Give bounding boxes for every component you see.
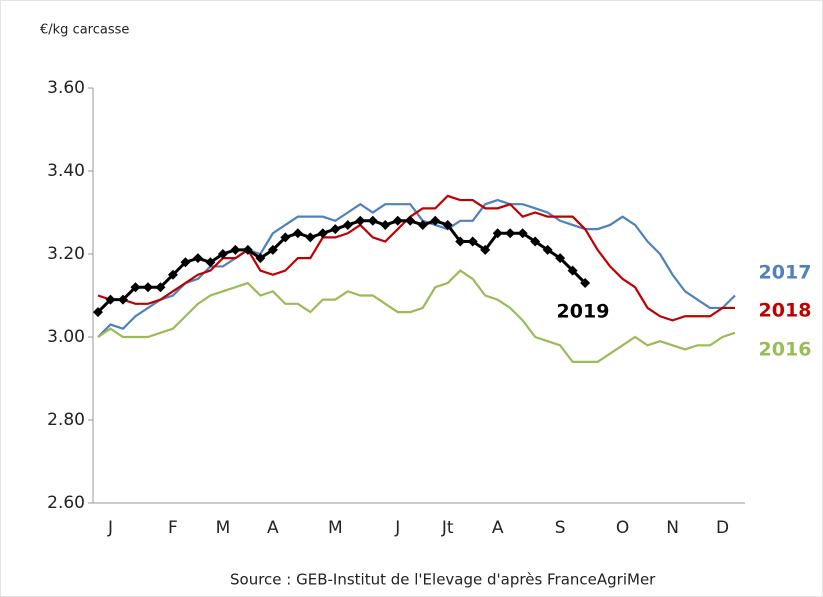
y-tick-label: 2.80 — [47, 410, 85, 430]
data-point — [442, 219, 453, 230]
series-line — [96, 219, 587, 314]
data-point — [105, 294, 116, 305]
data-point — [117, 294, 128, 305]
data-point — [280, 232, 291, 243]
data-point — [405, 215, 416, 226]
data-point — [492, 228, 503, 239]
data-point — [305, 232, 316, 243]
data-point — [430, 215, 441, 226]
data-point — [130, 282, 141, 293]
x-tick-label: N — [666, 518, 679, 538]
x-tick-label: S — [555, 518, 566, 538]
y-axis-label: €/kg carcasse — [40, 23, 129, 38]
x-tick-label: A — [492, 518, 504, 538]
y-tick-label: 3.40 — [47, 161, 85, 181]
data-point — [555, 253, 566, 264]
data-point — [330, 224, 341, 235]
source: Source : GEB-Institut de l'Elevage d'apr… — [230, 571, 656, 589]
x-tick-label: M — [216, 518, 231, 538]
data-point — [192, 253, 203, 264]
x-tick-label: M — [328, 518, 343, 538]
x-tick-label: D — [716, 518, 729, 538]
data-point — [367, 215, 378, 226]
series-label: 2016 — [759, 339, 812, 361]
data-point — [480, 244, 491, 255]
series-line — [97, 194, 735, 322]
x-tick-label: J — [394, 518, 400, 538]
y-tick-label: 2.60 — [47, 493, 85, 513]
y-tick-label: 3.60 — [47, 78, 85, 98]
data-point — [530, 236, 541, 247]
y-tick-label: 3.20 — [47, 244, 85, 264]
series-label: 2018 — [759, 300, 812, 322]
series-label: 2017 — [759, 262, 812, 284]
data-point — [580, 278, 591, 289]
data-point — [392, 215, 403, 226]
data-point — [380, 219, 391, 230]
data-point — [242, 244, 253, 255]
y-tick-label: 3.00 — [47, 327, 85, 347]
data-point — [517, 228, 528, 239]
data-point — [342, 219, 353, 230]
data-point — [155, 282, 166, 293]
data-point — [217, 249, 228, 259]
data-point — [542, 244, 553, 255]
series-line — [97, 269, 736, 363]
x-tick-label: Jt — [441, 518, 454, 538]
data-point — [567, 265, 578, 276]
series-label: 2019 — [557, 301, 610, 323]
x-tick-label: J — [107, 518, 113, 538]
data-point — [230, 244, 241, 255]
data-point — [267, 244, 278, 255]
data-point — [505, 228, 516, 239]
x-tick-label: A — [267, 518, 279, 538]
data-point — [467, 236, 478, 247]
data-point — [355, 215, 366, 226]
data-point — [142, 282, 153, 293]
data-point — [205, 257, 216, 268]
data-point — [317, 228, 328, 239]
data-point — [455, 236, 466, 247]
data-point — [167, 269, 178, 280]
data-point — [255, 253, 266, 264]
data-point — [292, 228, 303, 239]
data-point — [93, 307, 103, 318]
data-point — [417, 219, 428, 230]
data-point — [180, 257, 191, 268]
x-tick-label: O — [616, 518, 629, 538]
x-tick-label: F — [168, 518, 178, 538]
